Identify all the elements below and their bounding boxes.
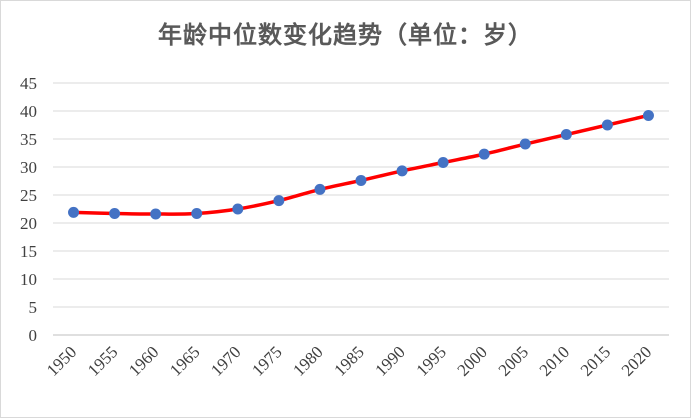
y-tick-label: 15: [20, 242, 37, 261]
x-tick-label: 1960: [125, 342, 162, 379]
data-point: [273, 195, 285, 207]
data-point: [191, 207, 203, 219]
data-point: [560, 129, 572, 141]
y-tick-label: 0: [29, 326, 38, 345]
data-point: [314, 183, 326, 195]
x-tick-label: 2010: [536, 342, 573, 379]
data-point: [642, 109, 654, 121]
x-tick-label: 1980: [289, 342, 326, 379]
data-point: [150, 208, 162, 220]
y-tick-label: 30: [20, 158, 37, 177]
x-tick-label: 1955: [84, 342, 121, 379]
data-point: [519, 138, 531, 150]
x-tick-label: 2000: [454, 342, 491, 379]
x-tick-label: 1970: [207, 342, 244, 379]
data-point: [601, 119, 613, 131]
data-point: [355, 174, 367, 186]
series-line: [71, 113, 651, 216]
data-point: [109, 207, 121, 219]
x-tick-label: 2005: [495, 342, 532, 379]
data-point: [396, 165, 408, 177]
chart-title: 年龄中位数变化趋势（单位：岁）: [158, 21, 533, 49]
x-tick-label: 2020: [618, 342, 655, 379]
data-point: [437, 157, 449, 169]
x-tick-label: 1950: [43, 342, 80, 379]
y-tick-label: 5: [29, 298, 38, 317]
y-tick-label: 20: [20, 214, 37, 233]
x-tick-label: 1985: [330, 342, 367, 379]
data-point: [478, 148, 490, 160]
x-tick-label: 1995: [412, 342, 449, 379]
x-tick-label: 1990: [371, 342, 408, 379]
x-tick-label: 2015: [577, 342, 614, 379]
x-tick-label: 1965: [166, 342, 203, 379]
y-tick-label: 35: [20, 130, 37, 149]
y-tick-label: 10: [20, 270, 37, 289]
y-tick-label: 25: [20, 186, 37, 205]
data-point: [68, 206, 80, 218]
y-tick-label: 45: [20, 74, 37, 93]
x-tick-label: 1975: [248, 342, 285, 379]
data-point: [232, 203, 244, 215]
y-tick-label: 40: [20, 102, 37, 121]
